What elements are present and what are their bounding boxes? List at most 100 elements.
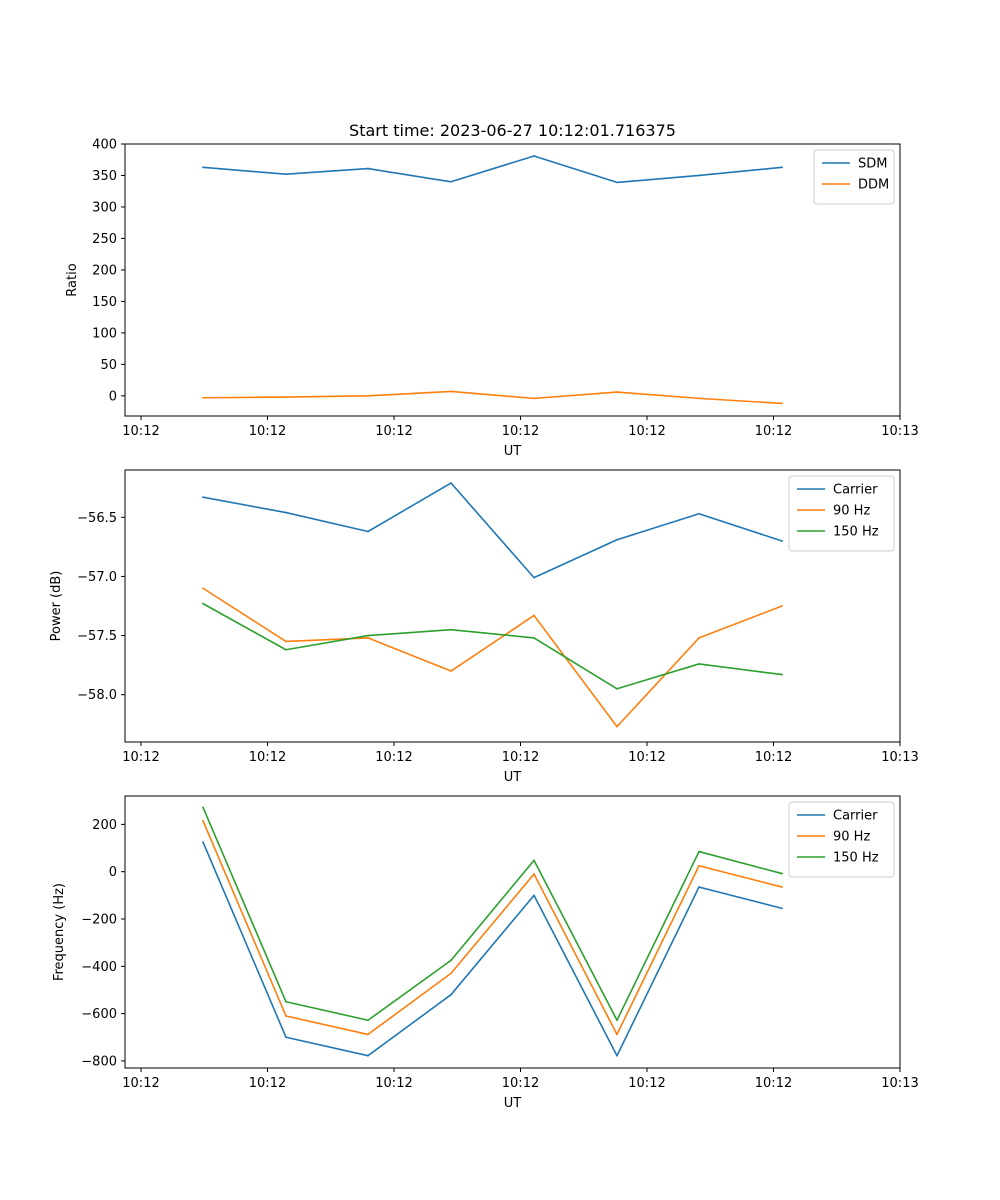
- y-tick-label: −58.0: [77, 688, 117, 703]
- y-tick-label: 150: [92, 295, 117, 310]
- y-tick-label: 100: [92, 326, 117, 341]
- data-point-90-hz: [698, 864, 700, 867]
- y-tick-label: −800: [81, 1054, 117, 1069]
- x-tick-label: 10:13: [881, 424, 918, 439]
- data-point-ddm: [367, 394, 369, 397]
- data-point-ddm: [698, 397, 700, 400]
- y-tick-label: 0: [109, 389, 117, 404]
- x-tick-label: 10:12: [375, 750, 412, 765]
- data-point-ddm: [285, 396, 287, 399]
- plot-area: [125, 796, 900, 1068]
- x-axis-label: UT: [504, 444, 522, 459]
- x-axis-label: UT: [504, 1096, 522, 1111]
- data-point-sdm: [285, 173, 287, 176]
- subplots-group: 10:12 10:12 10:12 10:12 10:12 10:12 10:13 0 50 10…: [49, 138, 919, 1112]
- x-tick-label: 10:12: [122, 424, 159, 439]
- series-line-150-hz: [202, 807, 783, 1022]
- data-point-150-hz: [450, 959, 452, 962]
- y-tick-label: 400: [92, 138, 117, 153]
- legend-label: Carrier: [833, 809, 878, 824]
- series-line-sdm: [202, 155, 783, 184]
- data-point-ddm: [616, 391, 618, 393]
- data-point-150-hz: [698, 850, 700, 853]
- series-line-ddm: [202, 390, 783, 405]
- x-tick-label: 10:12: [375, 424, 412, 439]
- data-point-ddm: [202, 396, 204, 399]
- x-tick-label: 10:12: [628, 750, 665, 765]
- data-point-150-hz: [367, 1019, 369, 1022]
- data-point-carrier: [202, 496, 204, 499]
- y-axis-label: Ratio: [65, 263, 80, 296]
- data-point-90-hz: [450, 670, 452, 672]
- x-tick-label: 10:12: [755, 424, 792, 439]
- x-tick-label: 10:12: [502, 1076, 539, 1091]
- data-point-ddm: [533, 397, 535, 400]
- data-point-90-hz: [781, 605, 783, 607]
- data-point-150-hz: [698, 663, 700, 665]
- data-point-90-hz: [202, 819, 204, 822]
- subplot-2: 10:12 10:12 10:12 10:12 10:12 10:12 10:13 −58.0…: [49, 469, 919, 785]
- data-point-90-hz: [533, 614, 535, 617]
- x-axis-label: UT: [504, 770, 522, 785]
- x-tick-label: 10:12: [755, 1076, 792, 1091]
- data-point-150-hz: [367, 634, 369, 637]
- x-tick-label: 10:12: [249, 1076, 286, 1091]
- y-tick-label: 0: [109, 865, 117, 880]
- data-point-150-hz: [533, 859, 535, 862]
- y-tick-label: −400: [81, 960, 117, 975]
- x-tick-label: 10:12: [628, 1076, 665, 1091]
- plot-area: [125, 470, 900, 742]
- data-point-carrier: [285, 1036, 287, 1039]
- data-point-carrier: [450, 993, 452, 996]
- data-point-sdm: [367, 167, 369, 170]
- y-axis-label: Frequency (Hz): [52, 883, 67, 981]
- data-point-carrier: [781, 540, 783, 542]
- x-tick-label: 10:12: [122, 750, 159, 765]
- data-point-carrier: [450, 482, 452, 484]
- y-tick-label: 50: [100, 358, 117, 373]
- y-tick-label: 300: [92, 200, 117, 215]
- x-tick-label: 10:13: [881, 750, 918, 765]
- series-line-90-hz: [202, 820, 783, 1036]
- plot-area: [125, 144, 900, 416]
- data-point-carrier: [533, 894, 535, 897]
- data-point-150-hz: [781, 673, 783, 676]
- axes-frame: [124, 469, 901, 743]
- data-point-150-hz: [616, 687, 618, 690]
- data-point-90-hz: [781, 886, 783, 888]
- data-point-carrier: [367, 1054, 369, 1057]
- legend: Carrier 90 Hz 150 Hz: [788, 475, 895, 552]
- figure-title: Start time: 2023-06-27 10:12:01.716375: [349, 121, 676, 140]
- data-point-sdm: [450, 180, 452, 183]
- data-point-ddm: [781, 402, 783, 405]
- legend-label: 90 Hz: [833, 504, 870, 519]
- data-point-90-hz: [698, 637, 700, 639]
- data-point-carrier: [616, 538, 618, 541]
- data-point-carrier: [367, 530, 369, 533]
- data-point-150-hz: [616, 1019, 618, 1022]
- y-tick-label: −57.0: [77, 570, 117, 585]
- x-tick-label: 10:12: [755, 750, 792, 765]
- x-tick-label: 10:13: [881, 1076, 918, 1091]
- data-point-carrier: [533, 576, 535, 579]
- series-line-90-hz: [202, 587, 783, 728]
- y-tick-label: 200: [92, 818, 117, 833]
- data-point-sdm: [781, 166, 783, 169]
- legend-label: 150 Hz: [833, 851, 879, 866]
- data-point-90-hz: [202, 587, 204, 590]
- y-tick-label: 350: [92, 169, 117, 184]
- axes-frame: [124, 143, 901, 417]
- data-point-carrier: [202, 841, 204, 844]
- legend-box: [788, 475, 895, 552]
- data-point-150-hz: [450, 628, 452, 631]
- x-tick-label: 10:12: [249, 750, 286, 765]
- subplot-1: 10:12 10:12 10:12 10:12 10:12 10:12 10:13 0 50 10…: [65, 138, 919, 460]
- legend-label: DDM: [858, 178, 889, 193]
- legend-label: Carrier: [833, 483, 878, 498]
- data-point-carrier: [285, 511, 287, 514]
- data-point-150-hz: [533, 637, 535, 639]
- x-tick-label: 10:12: [375, 1076, 412, 1091]
- data-point-carrier: [781, 907, 783, 910]
- y-tick-label: 200: [92, 263, 117, 278]
- data-point-sdm: [698, 174, 700, 177]
